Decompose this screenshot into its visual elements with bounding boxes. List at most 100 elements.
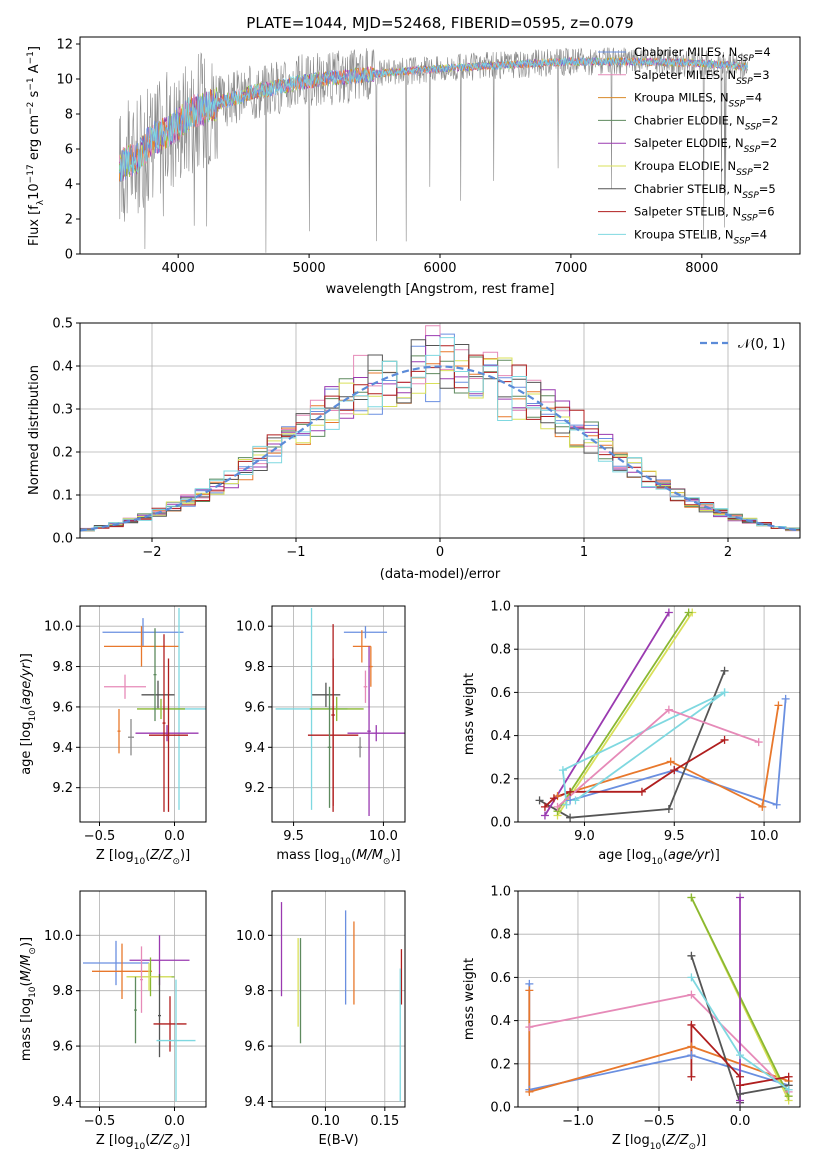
weight-vs-age-xtick-label: 9.0: [574, 829, 595, 844]
spectrum-xtick-label: 5000: [293, 261, 326, 276]
mass-vs-Z-plot-area: [83, 935, 196, 1102]
mass-vs-EBV-xtick-label: 0.15: [370, 1114, 399, 1129]
legend-entry: Salpeter ELODIE, NSSP=2: [634, 136, 777, 155]
age-vs-mass-xtick-label: 9.5: [283, 829, 304, 844]
legend-entry: Salpeter MILES, NSSP=3: [634, 68, 770, 87]
age-vs-Z-x-axis-label: Z [log10(Z/Z⊙)]: [96, 848, 190, 867]
age-vs-mass-ytick-label: 9.8: [244, 660, 265, 675]
spectrum-xtick-label: 6000: [423, 261, 456, 276]
mass-vs-Z-ytick-label: 9.6: [52, 1040, 73, 1055]
weight-vs-age-point-marker: [720, 688, 729, 697]
weight-vs-Z-ytick-label: 0.2: [490, 1057, 511, 1072]
age-vs-Z-plot-area: [102, 608, 206, 812]
weight-vs-Z-point-marker: [784, 1085, 793, 1094]
weight-vs-Z-x-axis-label: Z [log10(Z/Z⊙)]: [612, 1133, 706, 1152]
weight-vs-Z-point-marker: [687, 973, 696, 982]
age-vs-Z-y-axis-label: age [log10(age/yr)]: [19, 653, 38, 775]
weight-vs-age-ytick-label: 0.4: [490, 729, 511, 744]
age-vs-mass-xtick-label: 10.0: [369, 829, 398, 844]
residuals-ytick-label: 0.3: [52, 403, 73, 418]
mass-vs-Z-y-axis-label: mass [log10(M/M⊙)]: [19, 937, 38, 1061]
weight-vs-Z-y-axis-label: mass weight: [462, 958, 477, 1040]
mass-vs-Z-xtick-label: −0.5: [84, 1114, 116, 1129]
weight-vs-Z-point-marker: [687, 1051, 696, 1060]
residuals-ytick-label: 0.4: [52, 360, 73, 375]
weight-vs-age-point-marker: [774, 701, 783, 710]
spectrum-xtick-label: 8000: [685, 261, 718, 276]
age-vs-Z-xtick-label: 0.0: [164, 829, 185, 844]
residuals-xtick-label: 2: [724, 545, 732, 560]
weight-vs-age-x-axis-label: age [log10(age/yr)]: [598, 848, 720, 867]
weight-vs-age-point-marker: [562, 800, 571, 809]
spectrum-ytick-label: 2: [65, 213, 73, 228]
mass-vs-EBV-ytick-label: 9.4: [244, 1095, 265, 1110]
age-vs-mass-ytick-label: 9.6: [244, 700, 265, 715]
residuals-plot-area: [80, 325, 800, 533]
mass-vs-Z-ytick-label: 9.4: [52, 1095, 73, 1110]
weight-vs-age-point-marker: [558, 766, 567, 775]
age-vs-mass-ytick-label: 9.4: [244, 741, 265, 756]
spectrum-ytick-label: 0: [65, 248, 73, 263]
legend-entry: Salpeter STELIB, NSSP=6: [634, 205, 775, 224]
mass-vs-EBV-x-axis-label: E(B-V): [318, 1133, 358, 1148]
weight-vs-Z-point-marker: [736, 1081, 745, 1090]
weight-vs-age-ytick-label: 0.0: [490, 816, 511, 831]
weight-vs-Z-xtick-label: −1.0: [562, 1114, 594, 1129]
spectrum-xtick-label: 4000: [162, 261, 195, 276]
legend-entry: Kroupa MILES, NSSP=4: [634, 91, 762, 110]
age-vs-Z-ytick-label: 9.2: [52, 781, 73, 796]
weight-vs-age-ytick-label: 0.8: [490, 643, 511, 658]
weight-vs-age-axes-frame: [517, 605, 801, 823]
weight-vs-Z-ytick-label: 1.0: [490, 885, 511, 900]
age-vs-mass-ytick-label: 10.0: [236, 620, 265, 635]
age-vs-Z-xtick-label: −0.5: [84, 829, 116, 844]
weight-vs-age-point-marker: [553, 802, 562, 811]
weight-vs-age-series-line: [544, 739, 726, 808]
weight-vs-Z-point-marker: [687, 1042, 696, 1051]
age-vs-Z-ytick-label: 9.6: [52, 700, 73, 715]
residuals-ytick-label: 0.2: [52, 446, 73, 461]
weight-vs-Z-point-marker: [525, 1023, 534, 1032]
weight-vs-Z-point-marker: [687, 1020, 696, 1029]
weight-vs-Z-point-marker: [736, 893, 745, 902]
weight-vs-age-point-marker: [566, 787, 575, 796]
weight-vs-Z-point-marker: [687, 893, 696, 902]
mass-vs-EBV-xtick-label: 0.10: [311, 1114, 340, 1129]
mass-vs-Z-xtick-label: 0.0: [164, 1114, 185, 1129]
residual-y-axis-label: Normed distribution: [27, 365, 42, 495]
weight-vs-age-point-marker: [720, 735, 729, 744]
weight-vs-age-series-line: [569, 698, 787, 806]
legend-entry: Chabrier ELODIE, NSSP=2: [634, 113, 778, 132]
age-vs-mass-ytick-label: 9.2: [244, 781, 265, 796]
residuals-ytick-label: 0.1: [52, 489, 73, 504]
figure-title: PLATE=1044, MJD=52468, FIBERID=0595, z=0…: [246, 14, 633, 32]
age-vs-Z-axes-frame: [79, 605, 207, 823]
weight-vs-age-point-marker: [540, 802, 549, 811]
normal-curve: [80, 365, 800, 532]
age-vs-Z-ytick-label: 10.0: [44, 620, 73, 635]
weight-vs-age-series-line: [557, 705, 780, 809]
age-vs-Z-ytick-label: 9.4: [52, 741, 73, 756]
weight-vs-Z-point-marker: [687, 951, 696, 960]
mass-vs-EBV-plot-area: [280, 902, 403, 1102]
weight-vs-age-series-line: [539, 670, 726, 819]
weight-vs-Z-point-marker: [525, 986, 534, 995]
histogram-SalpeterSTELIB: [80, 345, 800, 533]
weight-vs-Z-xtick-label: −0.5: [643, 1114, 675, 1129]
weight-vs-age-ytick-label: 0.6: [490, 686, 511, 701]
mass-vs-EBV-axes-frame: [271, 890, 406, 1108]
weight-vs-age-xtick-label: 9.5: [664, 829, 685, 844]
weight-vs-age-point-marker: [754, 738, 763, 747]
mass-vs-EBV-ytick-label: 9.6: [244, 1040, 265, 1055]
spectrum-axes-frame: [79, 36, 801, 255]
age-vs-mass-x-axis-label: mass [log10(M/M⊙)]: [276, 848, 400, 867]
weight-vs-age-series-line: [556, 612, 690, 812]
spectrum-plot-area: [118, 47, 748, 253]
residuals-xtick-label: 1: [580, 545, 588, 560]
weight-vs-age-series-line: [556, 612, 693, 816]
weight-vs-Z-axes-frame: [517, 890, 801, 1108]
weight-vs-age-point-marker: [664, 705, 673, 714]
weight-vs-age-point-marker: [758, 802, 767, 811]
spectrum-y-axis-label: Flux [fλ10−17 erg cm−2 s−1 A−1]: [26, 46, 46, 246]
spectrum-ytick-label: 4: [65, 178, 73, 193]
